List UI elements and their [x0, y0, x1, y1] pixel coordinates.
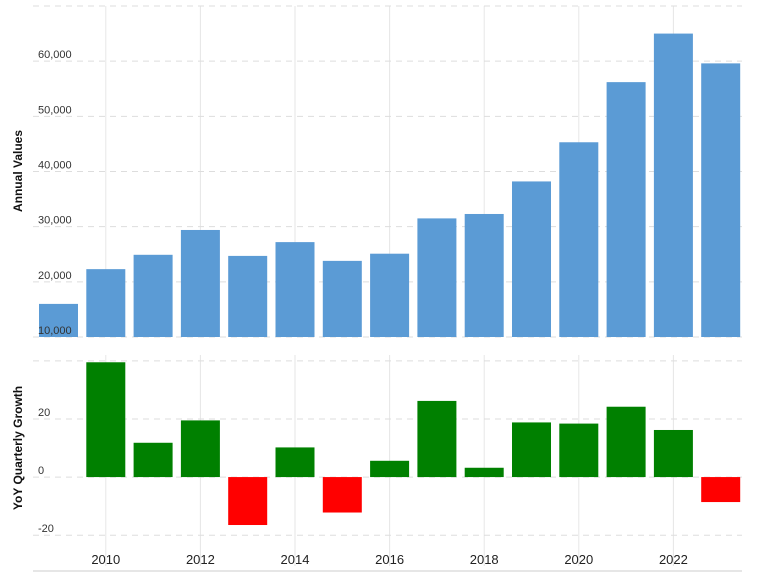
bottom-bar-2013 [228, 477, 268, 526]
bottom-bar-2023 [701, 477, 741, 503]
top-ytick-label: 40,000 [38, 160, 72, 172]
top-bar-2011 [133, 254, 173, 337]
bottom-bar-2015 [322, 477, 362, 513]
top-ytick-label: 20,000 [38, 270, 72, 282]
top-bar-2020 [559, 142, 599, 337]
xtick-label: 2022 [659, 552, 688, 567]
bottom-bar-2021 [606, 406, 646, 478]
bottom-bar-2011 [133, 442, 173, 478]
bottom-ytick-label: 20 [38, 407, 50, 419]
xtick-label: 2020 [564, 552, 593, 567]
bottom-panel-bars [86, 362, 741, 526]
bottom-bar-2014 [275, 447, 315, 478]
top-bar-2009 [39, 303, 78, 337]
top-bar-2015 [322, 260, 362, 337]
bottom-bar-2018 [464, 467, 504, 478]
bottom-bar-2019 [512, 422, 551, 478]
bottom-bar-2016 [370, 460, 410, 478]
bottom-bar-2017 [417, 400, 457, 478]
top-bar-2019 [512, 181, 551, 337]
top-ytick-label: 60,000 [38, 49, 72, 61]
bottom-bar-2020 [559, 423, 599, 478]
bottom-bar-2022 [653, 429, 693, 478]
top-panel-ylabel: Annual Values [11, 130, 25, 212]
top-bar-2021 [606, 82, 646, 337]
top-panel-bars [39, 33, 741, 338]
bottom-bar-2012 [180, 420, 220, 478]
bottom-ytick-label: 0 [38, 465, 44, 477]
bottom-bar-2010 [86, 362, 126, 478]
top-bar-2018 [464, 213, 504, 337]
top-bar-2016 [370, 253, 410, 337]
top-ytick-label: 30,000 [38, 215, 72, 227]
top-bar-2013 [228, 255, 268, 337]
top-bar-2017 [417, 218, 457, 337]
top-bar-2014 [275, 242, 315, 337]
top-bar-2022 [653, 33, 693, 337]
xtick-label: 2010 [91, 552, 120, 567]
top-ytick-label: 10,000 [38, 325, 72, 337]
top-bar-2010 [86, 269, 126, 337]
xtick-label: 2016 [375, 552, 404, 567]
xtick-label: 2012 [186, 552, 215, 567]
xtick-label: 2014 [281, 552, 310, 567]
bottom-ytick-label: -20 [38, 523, 54, 535]
xtick-label: 2018 [470, 552, 499, 567]
top-bar-2012 [180, 229, 220, 337]
top-ytick-label: 50,000 [38, 104, 72, 116]
top-bar-2023 [701, 63, 741, 338]
labels-layer: 10,000 20,000 30,000 40,000 50,000 60,000 -20 0… [38, 49, 688, 567]
bottom-panel-ylabel: YoY Quarterly Growth [11, 386, 25, 510]
